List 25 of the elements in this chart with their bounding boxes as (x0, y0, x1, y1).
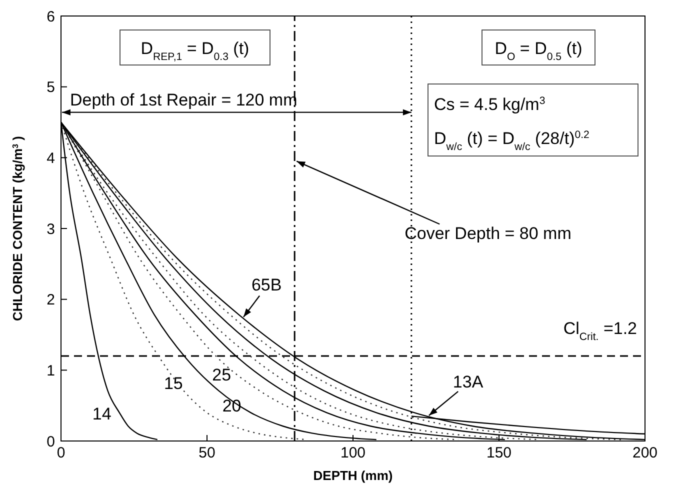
x-tick-label: 150 (486, 444, 512, 462)
annotation: 65B (251, 275, 282, 294)
y-tick-label: 2 (46, 292, 55, 309)
annotation: 13A (452, 372, 484, 392)
annotation: 15 (164, 374, 183, 393)
annotation: D$_{O}$ = D$_{0.5}$(t) (494, 39, 582, 63)
x-tick-label: 100 (340, 444, 366, 462)
annotation: 20 (222, 396, 242, 416)
x-axis-title: DEPTH (mm) (313, 468, 393, 483)
annotation: D$_{w/c}$(t) = D$_{w/c}$(28/t)$^{0.2}$ (434, 129, 590, 153)
ref-line-label: Cover Depth = 80 mm (404, 224, 572, 244)
y-tick-label: 0 (46, 433, 55, 450)
annotation: 25 (212, 365, 232, 384)
y-tick-label: 4 (46, 150, 55, 167)
annotation: 14 (92, 404, 112, 424)
x-tick-label: 200 (632, 444, 658, 462)
annotation: Depth of 1st Repair = 120 mm (70, 90, 298, 110)
x-tick-label: 50 (198, 444, 216, 462)
ref-line-label: Cl$_{Crit.}$=1.2 (563, 319, 637, 343)
annotation: Cs = 4.5 kg/m$^{3}$ (434, 95, 546, 114)
annotation: D$_{REP,1}$ = D$_{0.3}$(t) (140, 39, 250, 63)
y-tick-label: 5 (46, 79, 55, 96)
y-tick-label: 6 (46, 8, 55, 26)
y-tick-label: 3 (46, 220, 55, 238)
y-tick-label: 1 (46, 362, 55, 380)
